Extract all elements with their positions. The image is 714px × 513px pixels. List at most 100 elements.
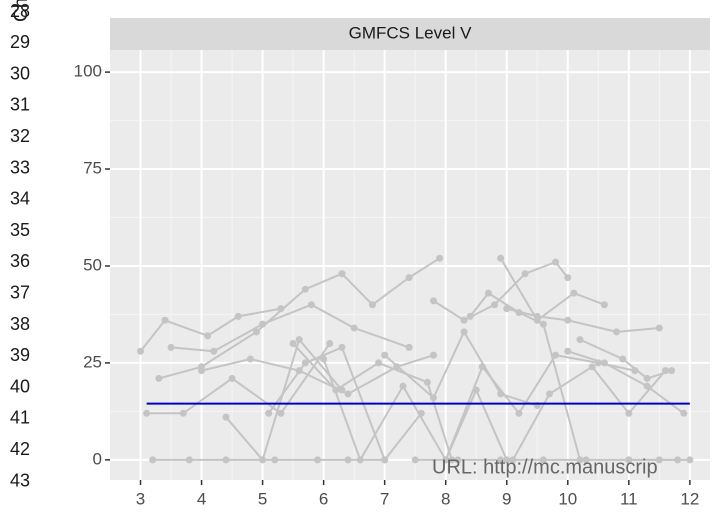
point: [375, 359, 383, 367]
point: [582, 456, 590, 464]
point: [655, 456, 663, 464]
point: [497, 390, 505, 398]
point: [338, 270, 346, 278]
y-tick-label: 25: [83, 352, 102, 371]
point: [399, 382, 407, 390]
y-tick-label: 50: [83, 255, 102, 274]
point: [460, 316, 468, 324]
point: [320, 355, 328, 363]
point: [198, 367, 206, 375]
point: [668, 367, 676, 375]
point: [149, 456, 157, 464]
point: [576, 336, 584, 344]
point: [185, 456, 193, 464]
trajectory: [499, 257, 605, 322]
trajectory: [322, 358, 508, 463]
x-tick-label: 11: [620, 489, 638, 508]
y-tick-label: 100: [74, 62, 102, 81]
x-tick-label: 12: [680, 489, 699, 508]
point: [429, 394, 437, 402]
point: [472, 386, 480, 394]
x-tick-label: 5: [258, 489, 267, 508]
point: [356, 456, 364, 464]
point: [307, 301, 315, 309]
point: [625, 409, 633, 417]
line-number: 32: [10, 126, 30, 146]
point: [326, 340, 334, 348]
point: [454, 456, 462, 464]
point: [570, 289, 578, 297]
line-number: 31: [10, 95, 30, 115]
y-tick-label: 75: [83, 159, 102, 178]
point: [417, 409, 425, 417]
point: [314, 456, 322, 464]
trajectory: [225, 337, 343, 462]
point: [204, 332, 212, 340]
x-tick-label: 9: [502, 489, 511, 508]
point: [179, 409, 187, 417]
line-number: 30: [10, 63, 30, 83]
point: [503, 456, 511, 464]
watermark: URL: http://mc.manuscrip: [432, 456, 658, 478]
point: [295, 336, 303, 344]
point: [539, 456, 547, 464]
point: [448, 456, 456, 464]
point: [460, 328, 468, 336]
point: [210, 347, 218, 355]
point: [155, 374, 163, 382]
point: [265, 409, 273, 417]
point: [545, 390, 553, 398]
point: [491, 301, 499, 309]
line-number: 33: [10, 157, 30, 177]
x-tick-label: 6: [319, 489, 328, 508]
point: [600, 301, 608, 309]
point: [564, 274, 572, 282]
point: [381, 351, 389, 359]
point: [533, 312, 541, 320]
facet-title: GMFCS Level V: [349, 23, 472, 42]
point: [564, 347, 572, 355]
point: [429, 297, 437, 305]
point: [277, 305, 285, 313]
point: [259, 320, 267, 328]
point: [222, 456, 230, 464]
point: [564, 316, 572, 324]
point: [338, 343, 346, 351]
point: [466, 312, 474, 320]
point: [167, 343, 175, 351]
point: [655, 324, 663, 332]
trajectory: [201, 354, 434, 396]
trajectory: [579, 338, 672, 380]
facet-strip: [110, 18, 710, 50]
point: [289, 340, 297, 348]
point: [350, 324, 358, 332]
point: [509, 456, 517, 464]
point: [271, 456, 279, 464]
x-tick-label: 3: [136, 489, 145, 508]
point: [405, 343, 413, 351]
point: [497, 254, 505, 262]
point: [613, 328, 621, 336]
point: [143, 409, 151, 417]
x-tick-label: 8: [441, 489, 450, 508]
line-number: 28: [10, 1, 30, 21]
point: [680, 409, 688, 417]
line-number: 42: [10, 439, 30, 459]
line-number: 40: [10, 376, 30, 396]
point: [515, 409, 523, 417]
point: [619, 355, 627, 363]
point: [552, 258, 560, 266]
point: [423, 378, 431, 386]
y-tick-label: 0: [93, 449, 102, 468]
point: [137, 347, 145, 355]
point: [686, 456, 694, 464]
point: [301, 285, 309, 293]
point: [234, 312, 242, 320]
line-number: 38: [10, 314, 30, 334]
point: [252, 328, 260, 336]
line-number: 36: [10, 251, 30, 271]
point: [344, 390, 352, 398]
point: [576, 456, 584, 464]
point: [588, 363, 596, 371]
